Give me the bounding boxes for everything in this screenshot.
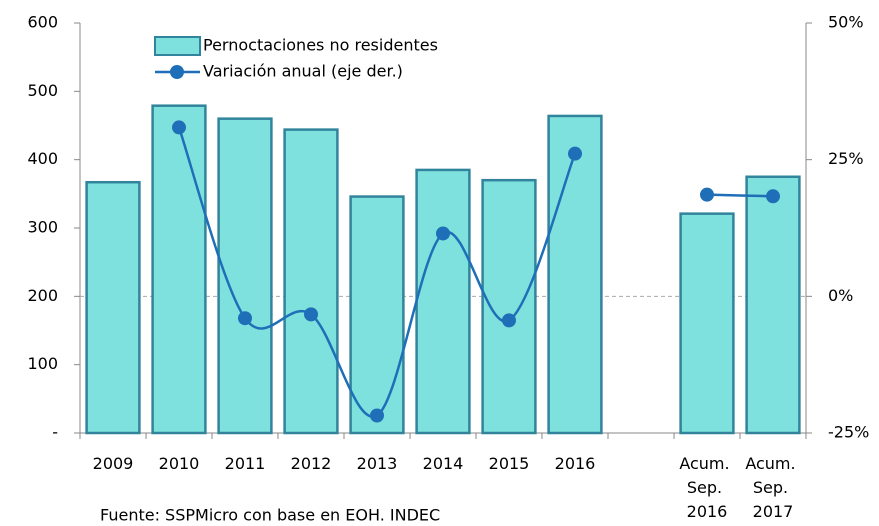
y-tick-label: 400 <box>27 149 58 168</box>
x-tick-label-line: 2010 <box>159 454 200 473</box>
marker <box>766 189 780 204</box>
marker <box>172 120 186 135</box>
x-tick-label-line: 2015 <box>489 454 530 473</box>
marker <box>700 187 714 202</box>
x-tick-label: 2013 <box>357 454 398 473</box>
bar <box>151 104 207 435</box>
bar <box>679 212 735 435</box>
y2-tick-label: 25% <box>828 149 864 168</box>
x-tick-label-line: 2017 <box>753 502 794 521</box>
y-tick-label: 200 <box>27 286 58 305</box>
marker <box>304 307 318 322</box>
x-tick-label: 2012 <box>291 454 332 473</box>
bar <box>85 180 141 435</box>
y2-tick-label: 50% <box>828 13 864 32</box>
legend-label: Variación anual (eje der.) <box>203 62 403 81</box>
y-tick-label: 600 <box>27 13 58 32</box>
x-tick-label-line: Acum. <box>679 454 734 473</box>
legend-marker <box>170 65 184 79</box>
x-tick-label-line: Sep. <box>753 478 793 497</box>
x-tick-label: 2014 <box>423 454 464 473</box>
legend-label: Pernoctaciones no residentes <box>203 36 438 55</box>
x-tick-label-line: 2014 <box>423 454 464 473</box>
marker <box>238 311 252 326</box>
y-tick-label: 100 <box>27 354 58 373</box>
x-tick-label-line: Sep. <box>687 478 727 497</box>
x-tick-label-line: 2016 <box>555 454 596 473</box>
x-tick-label-line: 2016 <box>687 502 728 521</box>
x-tick-label: 2016 <box>555 454 596 473</box>
y2-tick-label: -25% <box>828 423 869 442</box>
marker <box>436 226 450 241</box>
y-tick-label: 500 <box>27 81 58 100</box>
x-tick-label: 2015 <box>489 454 530 473</box>
y-tick-label: - <box>52 423 58 442</box>
x-tick-label: Acum. Sep. 2017 <box>745 454 800 521</box>
bar <box>415 168 471 435</box>
bar <box>349 195 405 435</box>
x-tick-label-line: 2009 <box>93 454 134 473</box>
y-tick-label: 300 <box>27 218 58 237</box>
x-tick-label-line: 2012 <box>291 454 332 473</box>
x-tick-label-line: 2013 <box>357 454 398 473</box>
note: Fuente: SSPMicro con base en EOH. INDEC <box>100 506 440 525</box>
marker <box>502 313 516 328</box>
x-tick-label: 2010 <box>159 454 200 473</box>
x-tick-label: Acum. Sep. 2016 <box>679 454 734 521</box>
bar <box>745 175 801 435</box>
x-tick-label: 2011 <box>225 454 266 473</box>
x-tick-label-line: 2011 <box>225 454 266 473</box>
marker <box>370 408 384 423</box>
bar <box>547 114 603 435</box>
bar <box>283 128 339 435</box>
marker <box>568 146 582 161</box>
y2-tick-label: 0% <box>828 286 853 305</box>
bar <box>217 117 273 435</box>
legend-swatch <box>154 36 201 56</box>
x-tick-label-line: Acum. <box>745 454 800 473</box>
x-tick-label: 2009 <box>93 454 134 473</box>
